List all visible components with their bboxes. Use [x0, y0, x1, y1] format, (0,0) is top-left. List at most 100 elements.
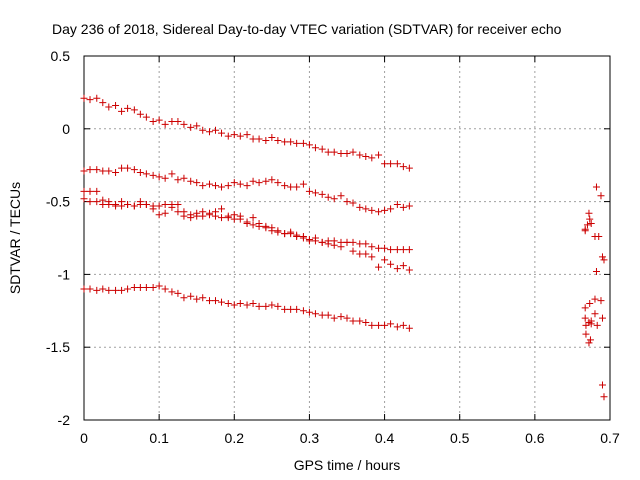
data-point	[368, 206, 376, 214]
data-point	[281, 138, 289, 146]
data-point	[362, 152, 370, 160]
data-point	[80, 195, 88, 203]
data-point	[592, 267, 600, 275]
data-point	[93, 166, 101, 174]
data-point	[93, 94, 101, 102]
data-point	[356, 203, 364, 211]
data-point	[124, 285, 132, 293]
data-point	[243, 131, 251, 139]
data-point	[293, 305, 301, 313]
x-tick-label: 0.3	[300, 430, 320, 446]
x-tick-label: 0.2	[225, 430, 245, 446]
data-point	[142, 284, 150, 292]
data-point	[299, 180, 307, 188]
data-point	[180, 212, 188, 220]
data-point	[112, 168, 120, 176]
data-point	[311, 310, 319, 318]
data-point	[105, 103, 113, 111]
data-point	[80, 285, 88, 293]
data-point	[581, 225, 589, 233]
data-point	[375, 208, 383, 216]
data-point	[311, 189, 319, 197]
data-point	[268, 227, 276, 235]
data-point	[136, 110, 144, 118]
data-point	[243, 301, 251, 309]
data-point	[598, 314, 606, 322]
y-tick-label: 0.5	[51, 48, 71, 64]
data-point	[287, 305, 295, 313]
data-point	[381, 206, 389, 214]
data-point	[118, 286, 126, 294]
data-point	[130, 166, 138, 174]
data-point	[212, 297, 219, 305]
data-point	[349, 247, 357, 255]
data-point	[193, 122, 201, 130]
series-late-cluster	[581, 183, 608, 401]
data-point	[318, 238, 326, 246]
chart-title: Day 236 of 2018, Sidereal Day-to-day VTE…	[52, 21, 562, 37]
data-point	[375, 151, 383, 159]
data-point	[586, 300, 594, 308]
data-point	[349, 238, 357, 246]
data-point	[405, 164, 413, 172]
data-point	[187, 177, 195, 185]
y-tick-label: -2	[58, 412, 71, 428]
data-point	[187, 123, 195, 131]
data-point	[318, 311, 326, 319]
data-point	[193, 179, 201, 187]
data-point	[375, 244, 383, 252]
data-point	[255, 179, 263, 187]
data-point	[337, 313, 345, 321]
data-point	[224, 214, 232, 222]
data-point	[255, 222, 263, 230]
data-point	[230, 131, 238, 139]
data-point	[393, 246, 401, 254]
data-point	[330, 314, 338, 322]
plot-frame	[83, 55, 611, 421]
data-point	[330, 237, 338, 245]
data-point	[330, 195, 338, 203]
data-point	[305, 141, 313, 149]
data-point	[287, 183, 295, 191]
data-point	[187, 211, 195, 219]
data-point	[387, 205, 395, 213]
data-point	[299, 139, 307, 147]
data-point	[199, 212, 207, 220]
data-point	[136, 168, 144, 176]
data-point	[305, 308, 313, 316]
data-point	[581, 304, 589, 312]
data-point	[112, 286, 120, 294]
data-point	[99, 201, 107, 209]
data-point	[262, 177, 270, 185]
data-point	[155, 173, 163, 181]
data-point	[262, 136, 270, 144]
data-point	[149, 284, 157, 292]
data-point	[105, 286, 113, 294]
data-point	[405, 266, 413, 274]
data-point	[174, 289, 182, 297]
data-point	[199, 126, 207, 134]
data-point	[218, 129, 226, 137]
x-tick-label: 0	[80, 430, 88, 446]
data-point	[130, 284, 138, 292]
data-point	[212, 126, 219, 134]
data-point	[124, 104, 132, 112]
data-point	[99, 99, 107, 107]
data-point	[293, 139, 301, 147]
series-track-2	[80, 164, 413, 216]
data-point	[337, 150, 345, 158]
data-point	[293, 183, 301, 191]
series-track-5	[80, 282, 413, 332]
data-point	[393, 323, 401, 331]
data-point	[405, 324, 413, 332]
data-point	[393, 201, 401, 209]
data-point	[174, 208, 182, 216]
data-point	[93, 198, 101, 206]
data-point	[112, 202, 120, 210]
data-point	[255, 302, 263, 310]
data-point	[105, 201, 113, 209]
data-point	[168, 288, 176, 296]
data-point	[199, 182, 207, 190]
data-point	[274, 228, 282, 236]
data-point	[112, 102, 120, 110]
